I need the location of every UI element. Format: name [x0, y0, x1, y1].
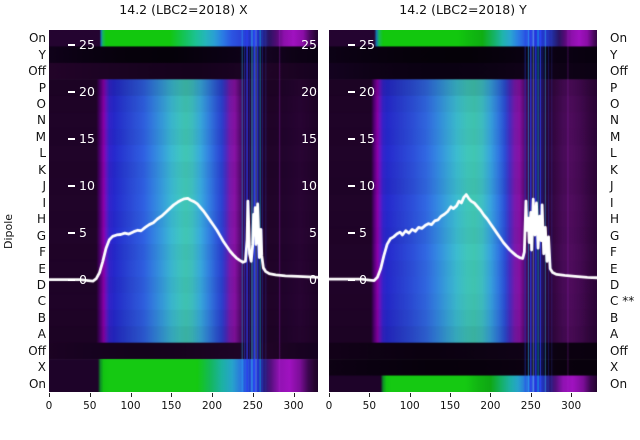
- row-label: Off: [610, 343, 628, 358]
- x-tick-label: 50: [362, 400, 377, 412]
- row-label: Y: [38, 47, 46, 62]
- row-label: M: [610, 129, 621, 144]
- x-tick-mark: [409, 393, 411, 397]
- row-label: On: [610, 376, 628, 391]
- panel-x: 0 50 100 150 200 250 300 0 0 5 5 10 10 15 15 20 20 25 25: [46, 30, 318, 412]
- row-label: On: [610, 31, 628, 46]
- x-tick-mark: [369, 393, 371, 397]
- row-labels-right: On Y Off P O N M L K J I H G F E D C ** B A Off X On: [610, 30, 640, 392]
- row-label: H: [36, 212, 46, 227]
- x-tick-label: 200: [480, 400, 501, 412]
- row-label: M: [35, 129, 46, 144]
- row-label: F: [610, 245, 617, 260]
- x-tick-mark: [293, 393, 295, 397]
- row-label: Y: [610, 47, 618, 62]
- x-tick-mark: [252, 393, 254, 397]
- panel-x-title: 14.2 (LBC2=2018) X: [119, 2, 248, 17]
- row-label: C: [37, 294, 46, 309]
- row-label: E: [38, 261, 46, 276]
- row-label: B: [610, 310, 619, 325]
- row-label: O: [36, 97, 46, 112]
- row-label: D: [36, 278, 46, 293]
- x-tick-label: 50: [83, 400, 97, 412]
- heatmap-canvas-y: [329, 30, 597, 392]
- row-label: O: [610, 97, 620, 112]
- row-label: Off: [610, 64, 628, 79]
- heatmap-canvas-x: [49, 30, 318, 392]
- x-tick-mark: [490, 393, 492, 397]
- x-tick-mark: [171, 393, 173, 397]
- x-tick-mark: [450, 393, 452, 397]
- row-label: A: [37, 327, 46, 342]
- row-label: P: [38, 80, 46, 95]
- x-tick-mark: [329, 393, 330, 397]
- x-tick-label: 250: [520, 400, 541, 412]
- x-tick-label: 300: [283, 400, 304, 412]
- x-tick-label: 300: [561, 400, 582, 412]
- row-label: A: [610, 327, 619, 342]
- row-label: On: [28, 31, 46, 46]
- x-axis-y: 0 50 100 150 200 250 300: [325, 392, 597, 420]
- row-label: P: [610, 80, 618, 95]
- row-label: N: [37, 113, 46, 128]
- row-label: K: [38, 162, 46, 177]
- x-tick-label: 0: [45, 400, 53, 412]
- x-tick-mark: [130, 393, 132, 397]
- x-tick-mark: [212, 393, 214, 397]
- row-label: H: [610, 212, 620, 227]
- x-tick-mark: [530, 393, 532, 397]
- x-tick-mark: [49, 393, 50, 397]
- row-label: E: [610, 261, 618, 276]
- row-label: G: [610, 228, 620, 243]
- row-label: L: [39, 146, 46, 161]
- row-label: X: [37, 360, 46, 375]
- row-label: K: [610, 162, 618, 177]
- x-tick-label: 150: [440, 400, 461, 412]
- row-label: G: [36, 228, 46, 243]
- row-labels-left: On Y Off P O N M L K J I H G F E D C B A Off X On: [0, 30, 46, 392]
- row-label: D: [610, 278, 620, 293]
- row-label: On: [28, 376, 46, 391]
- x-tick-label: 150: [161, 400, 182, 412]
- x-tick-label: 200: [201, 400, 223, 412]
- x-axis-x: 0 50 100 150 200 250 300: [45, 392, 318, 420]
- row-label: N: [610, 113, 619, 128]
- row-label: J: [42, 179, 46, 194]
- x-tick-mark: [89, 393, 91, 397]
- x-tick-label: 0: [325, 400, 333, 412]
- x-tick-label: 250: [242, 400, 263, 412]
- x-tick-label: 100: [399, 400, 420, 412]
- x-tick-mark: [571, 393, 573, 397]
- row-label: X: [610, 360, 619, 375]
- row-label: L: [610, 146, 617, 161]
- x-tick-label: 100: [120, 400, 141, 412]
- row-label: I: [610, 195, 614, 210]
- panel-y-title: 14.2 (LBC2=2018) Y: [399, 2, 527, 17]
- row-label: F: [39, 245, 46, 260]
- row-label: I: [42, 195, 46, 210]
- panel-y: 0 50 100 150 200 250 300 0 5 10 15 20 25: [326, 30, 597, 412]
- row-label: C **: [610, 294, 635, 309]
- row-label: Off: [28, 343, 46, 358]
- row-label: J: [610, 179, 614, 194]
- row-label: Off: [28, 64, 46, 79]
- row-label: B: [37, 310, 46, 325]
